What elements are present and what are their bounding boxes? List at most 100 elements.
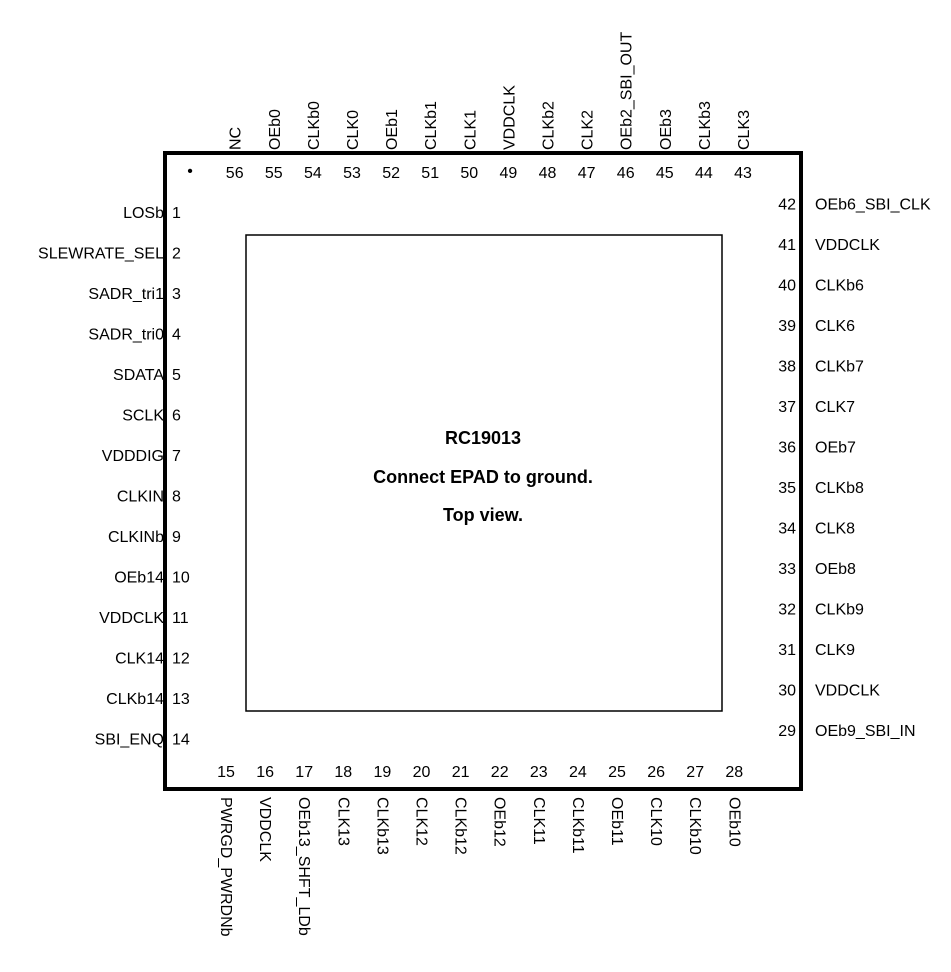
pin-name-right: CLKb9 — [815, 602, 864, 619]
pin-number-right: 42 — [778, 197, 796, 214]
pin-name-bottom: VDDCLK — [256, 797, 273, 862]
pin-name-right: OEb6_SBI_CLK — [815, 197, 931, 214]
epad-note: Connect EPAD to ground. — [373, 467, 593, 487]
pin-name-top: CLKb0 — [306, 101, 323, 150]
pin-number-left: 5 — [172, 367, 181, 384]
pin-number-top: 43 — [734, 165, 752, 182]
pin-number-top: 48 — [539, 165, 557, 182]
pin-number-top: 46 — [617, 165, 635, 182]
pin-name-top: OEb1 — [384, 109, 401, 150]
pin-number-right: 29 — [778, 723, 796, 740]
pin-number-bottom: 19 — [374, 764, 392, 781]
pin-name-left: VDDDIG — [102, 448, 164, 465]
pin-number-left: 13 — [172, 691, 190, 708]
pin-name-top: CLK0 — [345, 110, 362, 150]
pin-name-bottom: CLK12 — [413, 797, 430, 846]
pin-number-left: 8 — [172, 489, 181, 506]
pin-number-right: 38 — [778, 359, 796, 376]
top-pin-group: 43 CLK3 44 CLKb3 45 OEb3 46 OEb2_SBI_OUT 47 CLK2 4… — [226, 32, 753, 183]
right-pin-group: 29 OEb9_SBI_IN 30 VDDCLK 31 CLK9 32 CLKb9 33 OEb8… — [778, 197, 931, 741]
pin-name-bottom: CLKb13 — [373, 797, 390, 855]
pin-name-top: CLKb2 — [541, 101, 558, 150]
pin-name-right: VDDCLK — [815, 683, 880, 700]
pin-name-bottom: PWRGD_PWRDNb — [217, 797, 234, 937]
pin-name-top: CLKb3 — [697, 101, 714, 150]
pin-name-top: CLK3 — [736, 110, 753, 150]
pin-name-top: NC — [228, 127, 245, 150]
pin-number-left: 12 — [172, 651, 190, 668]
pin-number-top: 53 — [343, 165, 361, 182]
pin-number-top: 49 — [500, 165, 518, 182]
pin-name-bottom: CLKb11 — [569, 797, 586, 854]
pin-name-right: CLK8 — [815, 521, 855, 538]
pin-number-bottom: 18 — [334, 764, 352, 781]
pin-name-right: CLK7 — [815, 399, 855, 416]
part-number: RC19013 — [445, 428, 521, 448]
pin-number-right: 40 — [778, 278, 796, 295]
pin-name-left: SLEWRATE_SEL — [38, 246, 164, 263]
pin-name-bottom: OEb12 — [491, 797, 508, 847]
pin-number-left: 10 — [172, 570, 190, 587]
pin-number-bottom: 21 — [452, 764, 470, 781]
pin-number-bottom: 27 — [686, 764, 704, 781]
pin-number-bottom: 16 — [256, 764, 274, 781]
pin-number-right: 41 — [778, 237, 796, 254]
bottom-pin-group: 15 PWRGD_PWRDNb 16 VDDCLK 17 OEb13_SHFT_LDb 18… — [217, 764, 743, 937]
pin-name-left: CLKIN — [117, 489, 164, 506]
pin-number-right: 37 — [778, 399, 796, 416]
pin-number-top: 47 — [578, 165, 596, 182]
pin-number-top: 50 — [460, 165, 478, 182]
pin-name-bottom: CLK11 — [530, 797, 547, 845]
package-outline — [163, 151, 803, 791]
pin-name-bottom: OEb13_SHFT_LDb — [295, 797, 312, 936]
pin-number-bottom: 22 — [491, 764, 509, 781]
pin-name-left: SADR_tri1 — [88, 286, 164, 303]
pin-number-top: 55 — [265, 165, 283, 182]
pin-name-right: CLKb8 — [815, 480, 864, 497]
pin-number-left: 7 — [172, 448, 181, 465]
pin-name-top: CLKb1 — [423, 101, 440, 150]
pin-name-left: CLK14 — [115, 651, 164, 668]
pin-number-top: 52 — [382, 165, 400, 182]
pin-name-right: OEb8 — [815, 561, 856, 578]
pin-name-left: SDATA — [113, 367, 164, 384]
pin-number-right: 34 — [778, 521, 796, 538]
pin-name-bottom: OEb11 — [608, 797, 625, 846]
pin-name-left: SADR_tri0 — [88, 327, 164, 344]
epad-outline — [245, 234, 723, 712]
pin-number-left: 6 — [172, 408, 181, 425]
pin-name-left: OEb14 — [114, 570, 164, 587]
pin-number-left: 4 — [172, 327, 181, 344]
pin-number-left: 9 — [172, 529, 181, 546]
pin1-marker: • — [187, 163, 193, 180]
pin-number-right: 30 — [778, 683, 796, 700]
pin-number-top: 51 — [421, 165, 439, 182]
pin-number-left: 1 — [172, 205, 181, 222]
pin-name-left: LOSb — [123, 205, 164, 222]
pin-number-top: 45 — [656, 165, 674, 182]
pin-number-right: 35 — [778, 480, 796, 497]
pin-name-top: CLK1 — [462, 110, 479, 150]
pin-name-left: CLKb14 — [106, 691, 164, 708]
pin-name-bottom: CLK13 — [334, 797, 351, 846]
pin-name-bottom: CLKb12 — [452, 797, 469, 855]
pin-number-left: 11 — [172, 610, 189, 627]
pin-name-right: CLK6 — [815, 318, 855, 335]
pin-number-right: 39 — [778, 318, 796, 335]
pin-number-top: 44 — [695, 165, 713, 182]
pin-name-top: VDDCLK — [501, 85, 518, 150]
pin-number-bottom: 26 — [647, 764, 665, 781]
left-pin-group: LOSb 1 SLEWRATE_SEL 2 SADR_tri1 3 SADR_tri0 4 SD… — [38, 205, 190, 749]
pin-number-bottom: 25 — [608, 764, 626, 781]
pin-number-bottom: 20 — [413, 764, 431, 781]
pin-number-left: 2 — [172, 246, 181, 263]
pin-name-right: OEb9_SBI_IN — [815, 723, 916, 740]
pin-number-bottom: 15 — [217, 764, 235, 781]
pin-name-right: CLKb6 — [815, 278, 864, 295]
pin-number-right: 36 — [778, 440, 796, 457]
pin-name-top: OEb3 — [658, 109, 675, 150]
pin-name-top: OEb0 — [267, 109, 284, 150]
pin-number-top: 54 — [304, 165, 322, 182]
pin-number-left: 14 — [172, 732, 190, 749]
